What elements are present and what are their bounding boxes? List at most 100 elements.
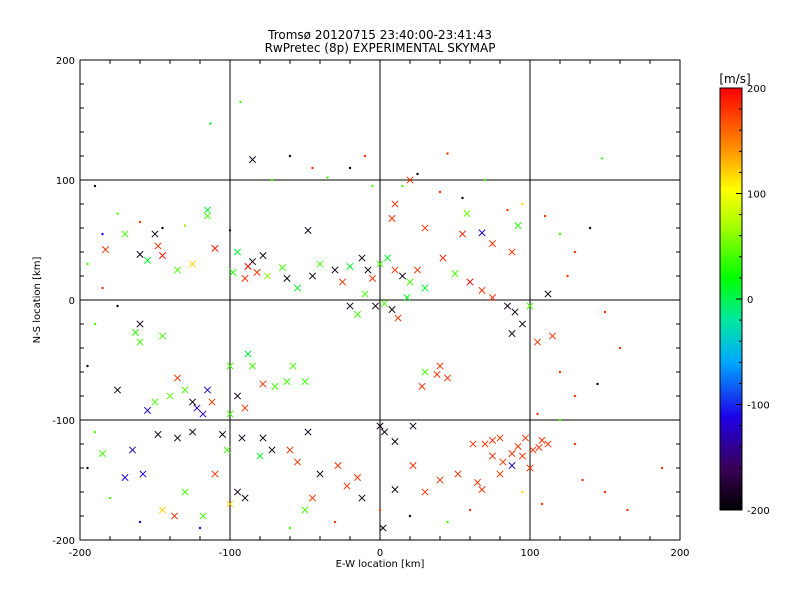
data-point-cross xyxy=(463,210,471,218)
cross-stroke xyxy=(308,272,317,280)
cross-stroke xyxy=(244,350,252,358)
data-point-cross xyxy=(391,200,399,208)
cross-stroke xyxy=(199,410,207,418)
colorbar-tick-label: -200 xyxy=(747,506,770,517)
data-point-dot xyxy=(603,310,607,314)
cross-stroke xyxy=(289,362,297,370)
cross-stroke xyxy=(181,488,189,496)
data-point-cross xyxy=(248,156,257,164)
data-point-cross xyxy=(121,474,129,482)
data-point-cross xyxy=(229,268,237,276)
data-point-cross xyxy=(188,428,197,436)
data-point-cross xyxy=(293,458,302,466)
cross-stroke xyxy=(316,470,324,478)
cross-stroke xyxy=(458,230,467,238)
data-point-cross xyxy=(376,422,384,430)
x-tick-label: -200 xyxy=(69,548,92,559)
cross-stroke xyxy=(508,248,516,256)
colorbar-label: [m/s] xyxy=(719,72,750,86)
data-point-dot xyxy=(288,526,292,530)
data-point-cross xyxy=(241,494,249,502)
cross-stroke xyxy=(353,474,362,482)
cross-stroke xyxy=(376,422,384,430)
cross-stroke xyxy=(113,386,122,394)
cross-stroke xyxy=(499,458,507,466)
data-point-dot xyxy=(116,212,119,215)
axis-ticks: -200-200 -100 -100 0 0 100 100 200 200 xyxy=(52,56,689,559)
cross-stroke xyxy=(346,302,354,310)
cross-stroke xyxy=(383,254,392,262)
data-point-cross xyxy=(241,404,249,412)
data-point-cross xyxy=(409,422,417,430)
cross-stroke xyxy=(229,268,237,276)
data-point-cross xyxy=(443,374,452,382)
data-point-cross xyxy=(136,338,144,346)
cross-stroke xyxy=(199,512,207,520)
data-point-cross xyxy=(488,452,497,460)
x-tick-label: 100 xyxy=(520,548,539,559)
cross-stroke xyxy=(334,462,342,470)
data-point-cross xyxy=(199,410,207,418)
data-point-dot xyxy=(543,214,547,218)
cross-stroke xyxy=(391,266,399,274)
cross-stroke xyxy=(358,494,366,502)
cross-stroke xyxy=(511,308,519,316)
cross-stroke xyxy=(226,410,234,418)
data-point-cross xyxy=(436,362,444,370)
data-point-dot xyxy=(660,466,664,470)
cross-stroke xyxy=(158,506,167,514)
data-point-cross xyxy=(151,230,159,238)
cross-stroke xyxy=(391,200,399,208)
data-point-cross xyxy=(188,398,197,406)
cross-stroke xyxy=(478,286,486,294)
data-point-dot xyxy=(468,508,472,512)
cross-stroke xyxy=(238,434,246,442)
cross-stroke xyxy=(259,252,267,260)
data-point-cross xyxy=(223,446,231,454)
data-point-cross xyxy=(376,260,384,268)
cross-stroke xyxy=(454,470,462,478)
data-point-cross xyxy=(358,494,366,502)
data-point-dot xyxy=(228,229,232,232)
data-point-cross xyxy=(529,446,537,454)
data-point-dot xyxy=(416,172,419,176)
data-point-cross xyxy=(316,260,324,268)
data-point-cross xyxy=(518,320,527,328)
data-point-cross xyxy=(98,450,107,458)
data-point-dot xyxy=(540,502,544,506)
data-point-dot xyxy=(288,154,292,158)
cross-stroke xyxy=(188,398,197,406)
colorbar-ticks: -200 -100 0 100 200 xyxy=(736,84,770,517)
data-point-dot xyxy=(326,176,329,179)
cross-stroke xyxy=(151,398,159,406)
data-point-cross xyxy=(211,470,219,478)
data-point-cross xyxy=(289,362,297,370)
data-point-cross xyxy=(263,272,272,280)
data-point-cross xyxy=(278,264,287,272)
data-point-cross xyxy=(158,332,167,340)
cross-stroke xyxy=(544,440,552,448)
cross-stroke xyxy=(331,266,339,274)
data-point-cross xyxy=(469,440,477,448)
cross-stroke xyxy=(151,230,159,238)
data-point-cross xyxy=(226,410,234,418)
data-point-cross xyxy=(496,470,504,478)
cross-stroke xyxy=(173,266,182,274)
data-point-cross xyxy=(548,332,557,340)
colorbar-tick-label: 100 xyxy=(747,190,766,201)
data-point-cross xyxy=(233,248,242,256)
data-point-cross xyxy=(488,240,497,248)
cross-stroke xyxy=(286,446,294,454)
colorbar-tick-label: 0 xyxy=(747,295,753,306)
x-tick-label: -100 xyxy=(219,548,242,559)
cross-stroke xyxy=(526,302,534,310)
cross-stroke xyxy=(463,210,471,218)
data-point-cross xyxy=(226,362,234,370)
cross-stroke xyxy=(439,254,447,262)
cross-stroke xyxy=(226,362,234,370)
data-point-cross xyxy=(511,308,519,316)
data-point-cross xyxy=(304,428,312,436)
data-point-dot xyxy=(558,370,562,374)
cross-stroke xyxy=(514,222,522,230)
